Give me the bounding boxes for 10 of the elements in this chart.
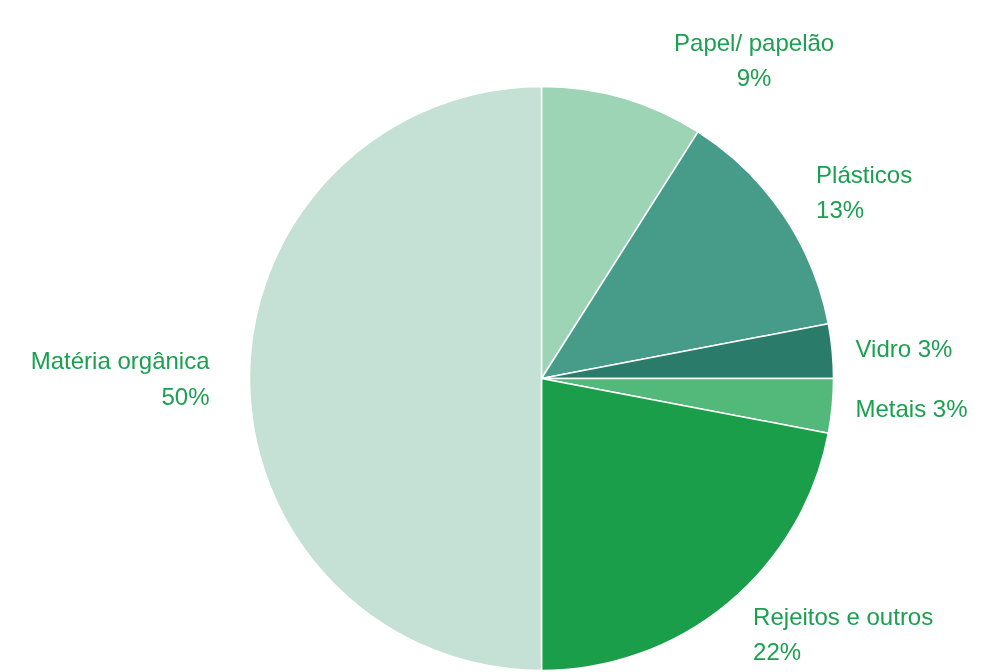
data-label: 50% — [161, 382, 210, 410]
data-label: 22% — [753, 638, 802, 666]
data-label: 9% — [736, 63, 772, 91]
slice-label: Vidro 3% — [855, 335, 953, 363]
slice-label: Papel/ papelão — [674, 28, 835, 56]
slice-label: Metais 3% — [855, 394, 968, 422]
slice-label: Plásticos — [816, 160, 913, 188]
slice-label: Matéria orgânica — [30, 347, 211, 375]
data-label: 13% — [816, 195, 865, 223]
slice-label: Rejeitos e outros — [753, 603, 934, 631]
